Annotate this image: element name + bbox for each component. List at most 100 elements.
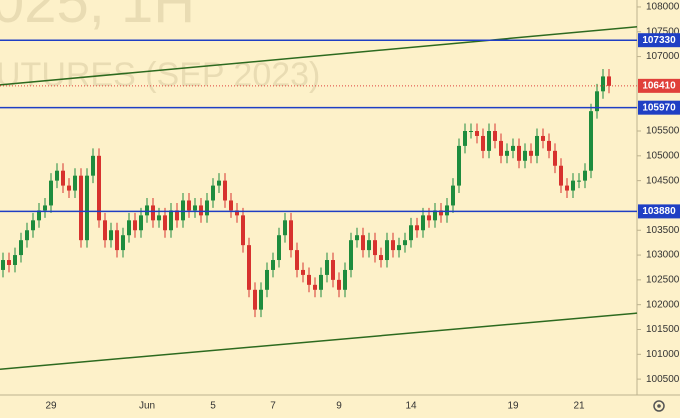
candle-body <box>547 140 551 151</box>
candle-body <box>367 240 371 251</box>
watermark: 025, 1H <box>0 0 195 35</box>
candle-body <box>601 76 605 92</box>
candle-body <box>163 215 167 231</box>
candle-body <box>91 155 95 176</box>
level-label-box <box>638 204 680 219</box>
candle-body <box>397 245 401 251</box>
x-tick-label: 19 <box>507 401 519 412</box>
candle-body <box>481 135 485 151</box>
candle-body <box>439 210 443 216</box>
candle-body <box>385 240 389 261</box>
y-tick-label: 101000 <box>646 349 680 360</box>
x-tick-label: 29 <box>45 401 57 412</box>
candle-body <box>403 240 407 246</box>
candle-body <box>391 240 395 251</box>
candle-body <box>505 150 509 156</box>
y-tick-label: 108000 <box>646 2 680 13</box>
candle-body <box>553 150 557 166</box>
y-tick-label: 101500 <box>646 324 680 335</box>
last-price-box <box>638 78 680 93</box>
candle-body <box>313 284 317 290</box>
candle-body <box>67 185 71 191</box>
level-label: 103880 <box>642 206 676 217</box>
candle-body <box>457 145 461 186</box>
candle-body <box>559 165 563 186</box>
candle-body <box>259 289 263 310</box>
candle-body <box>235 210 239 216</box>
level-label-box <box>638 33 680 48</box>
candle-body <box>355 235 359 241</box>
candle-body <box>451 185 455 206</box>
candle-body <box>589 111 593 171</box>
candle-body <box>13 255 17 265</box>
y-tick-label: 105500 <box>646 126 680 137</box>
candle-body <box>1 260 5 270</box>
candle-body <box>205 200 209 216</box>
candle-body <box>361 235 365 251</box>
candle-body <box>253 289 257 310</box>
candle-body <box>337 279 341 290</box>
candle-body <box>577 180 581 182</box>
candle-body <box>565 185 569 191</box>
candle-body <box>193 205 197 211</box>
candle-body <box>265 269 269 290</box>
y-tick-label: 102500 <box>646 275 680 286</box>
candle-body <box>19 240 23 256</box>
candle-body <box>61 170 65 186</box>
candle-body <box>463 131 467 146</box>
candle-body <box>295 250 299 270</box>
x-tick-label: 14 <box>405 401 417 412</box>
candle-body <box>199 205 203 216</box>
level-label-box <box>638 100 680 115</box>
x-tick-label: Jun <box>139 401 155 412</box>
candle-body <box>133 220 137 231</box>
x-tick-label: 21 <box>573 401 585 412</box>
candle-body <box>379 255 383 261</box>
candle-body <box>139 215 143 231</box>
y-tick-label: 104500 <box>646 175 680 186</box>
candle-body <box>493 131 497 141</box>
candle-body <box>415 225 419 231</box>
candle-body <box>73 175 77 191</box>
candle-body <box>607 76 611 86</box>
candle-body <box>145 205 149 216</box>
candle-body <box>157 215 161 221</box>
candle-body <box>121 235 125 251</box>
candle-body <box>511 145 515 151</box>
candle-body <box>469 131 473 133</box>
candle-body <box>127 220 131 236</box>
candle-body <box>43 205 47 211</box>
candle-body <box>517 145 521 161</box>
candle-body <box>373 240 377 256</box>
watermark: UTURES (SEP 2023) <box>0 56 320 94</box>
y-tick-label: 100500 <box>646 374 680 385</box>
settings-icon[interactable] <box>653 400 665 412</box>
candle-body <box>283 220 287 236</box>
candle-body <box>571 180 575 191</box>
candle-body <box>31 220 35 231</box>
trend-line <box>0 26 638 86</box>
candle-body <box>217 180 221 186</box>
level-label: 107330 <box>642 35 676 46</box>
candle-body <box>421 215 425 231</box>
candle-body <box>187 200 191 211</box>
candle-body <box>499 140 503 156</box>
candle-body <box>85 175 89 241</box>
candle-body <box>7 260 11 265</box>
trend-line <box>0 312 638 370</box>
candle-body <box>79 175 83 241</box>
x-tick-label: 7 <box>270 401 276 412</box>
candle-body <box>241 215 245 246</box>
candle-body <box>325 260 329 275</box>
candle-body <box>301 269 305 275</box>
candle-body <box>475 131 479 136</box>
candle-body <box>433 210 437 221</box>
candle-body <box>277 235 281 261</box>
candle-body <box>181 200 185 221</box>
candle-body <box>331 260 335 280</box>
candle-body <box>409 225 413 241</box>
candle-body <box>427 215 431 221</box>
candle-body <box>595 91 599 112</box>
